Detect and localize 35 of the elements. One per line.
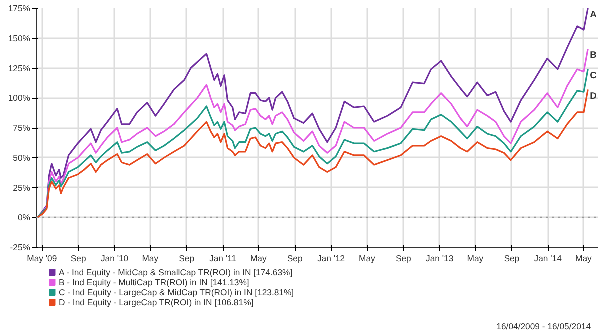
legend-label: D - Ind Equity - LargeCap TR(ROI) in IN [106.81%] xyxy=(58,298,254,308)
y-tick-label: 125% xyxy=(8,63,31,74)
legend-label: B - Ind Equity - MultiCap TR(ROI) in IN [141.13%] xyxy=(58,278,250,288)
y-tick-label: 50% xyxy=(13,152,31,163)
x-tick-label: May xyxy=(359,254,376,264)
legend-label: C - Ind Equity - LargeCap & MidCap TR(ROI) in IN [123.81%] xyxy=(58,288,294,298)
x-tick-label: Jan '10 xyxy=(100,254,129,264)
y-tick-label: 150% xyxy=(8,33,31,44)
x-tick-label: May xyxy=(575,254,593,264)
y-tick-label: 100% xyxy=(8,93,31,104)
x-tick-label: Sep xyxy=(396,254,412,264)
legend-label: A - Ind Equity - MidCap & SmallCap TR(ROI) in IN [174.63%] xyxy=(58,268,293,278)
text: 16/04/2009 - 16/05/2014 xyxy=(496,322,592,332)
line-series xyxy=(36,8,589,218)
x-tick-label: Jan '13 xyxy=(426,254,454,264)
y-tick-label: 75% xyxy=(13,123,31,133)
annotation: B xyxy=(590,50,598,60)
x-tick-label: Sep xyxy=(179,254,195,264)
annotation: D xyxy=(590,90,598,101)
x-tick-label: Jan '11 xyxy=(210,254,237,264)
x-tick-label: Sep xyxy=(504,254,520,264)
annotation: C xyxy=(590,70,598,80)
annotation: A xyxy=(590,10,598,20)
x-tick-label: Sep xyxy=(287,254,303,264)
y-tick-label: -25% xyxy=(10,242,31,252)
x-tick-label: Sep xyxy=(70,254,86,264)
x-tick-label: Jan '14 xyxy=(534,254,562,264)
x-tick-label: May xyxy=(467,254,484,264)
y-tick-label: 25% xyxy=(13,182,31,193)
x-tick-label: May xyxy=(250,254,268,264)
x-tick-label: Jan '12 xyxy=(317,254,346,264)
y-tick-label: 0% xyxy=(18,212,31,223)
x-tick-label: May xyxy=(142,254,160,264)
x-tick-label: May '09 xyxy=(27,254,58,264)
y-tick-label: 175% xyxy=(8,4,31,14)
